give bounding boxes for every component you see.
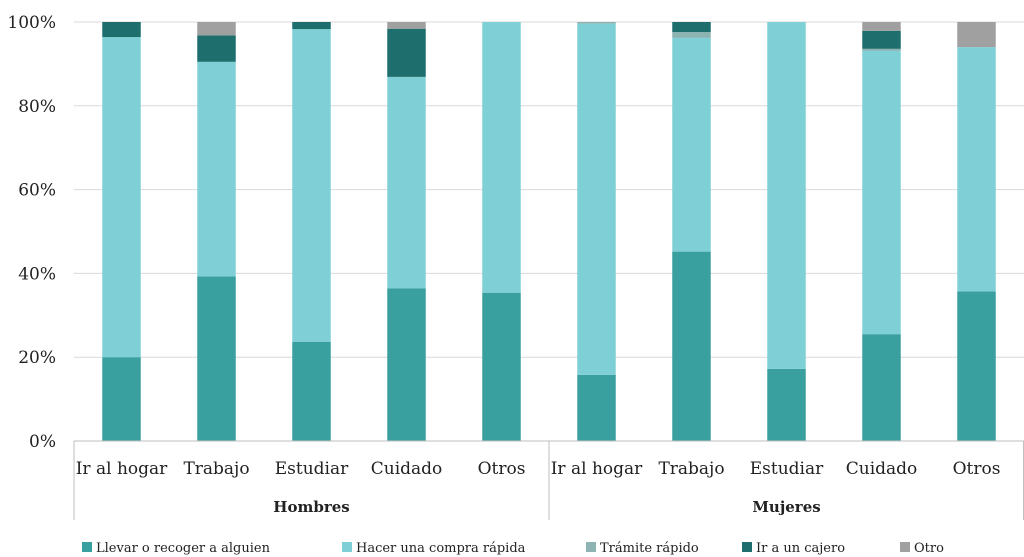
bar-segment [292,29,331,342]
bar-segment [482,22,521,293]
y-tick-labels: 0% 20% 40% 60% 80% 100% [7,13,56,452]
bar-segment [387,288,426,441]
bar-segment [197,22,236,36]
bar-segment [767,22,806,369]
x-tick-label: Estudiar [750,459,824,479]
bar-segment [957,47,996,292]
bar-segment [957,291,996,441]
bar-segment [577,374,616,441]
bar-segment [387,76,426,289]
legend-swatch [586,542,596,552]
bar-segment [862,50,901,335]
bars [102,22,996,441]
bar-segment [672,37,711,252]
axes [73,440,1024,520]
bar-segment [197,61,236,277]
x-tick-label: Otros [478,459,526,479]
bar-segment [102,37,141,358]
x-tick-label: Trabajo [183,459,249,479]
bar-segment [292,341,331,441]
bar-segment [577,23,616,375]
bar-segment [672,251,711,441]
legend-label: Ir a un cajero [756,541,845,556]
x-tick-label: Ir al hogar [76,459,168,479]
x-tick-label: Cuidado [846,459,918,479]
bar-segment [197,276,236,441]
bar-segment [862,48,901,51]
bar-segment [957,22,996,48]
legend-label: Trámite rápido [600,541,699,556]
legend-swatch [900,542,910,552]
x-tick-labels: Ir al hogar Trabajo Estudiar Cuidado Otros Ir… [76,459,1001,479]
legend: Llevar o recoger a alguien Hacer una comp… [82,541,944,556]
x-tick-label: Trabajo [658,459,724,479]
y-tick-label: 40% [18,264,56,284]
bar-segment [387,28,426,77]
legend-swatch [342,542,352,552]
legend-label: Hacer una compra rápida [356,541,526,556]
legend-label: Llevar o recoger a alguien [96,541,271,556]
legend-swatch [742,542,752,552]
x-tick-label: Otros [953,459,1001,479]
x-tick-label: Cuidado [371,459,443,479]
y-tick-label: 20% [18,348,56,368]
bar-segment [862,30,901,49]
y-tick-label: 0% [29,432,56,452]
legend-swatch [82,542,92,552]
bar-segment [672,32,711,38]
bar-segment [197,35,236,62]
bar-segment [387,22,426,29]
x-tick-label: Ir al hogar [551,459,643,479]
bar-segment [862,334,901,441]
bar-segment [672,22,711,33]
bar-segment [577,22,616,24]
bar-segment [292,22,331,30]
y-tick-label: 80% [18,97,56,117]
y-tick-label: 100% [7,13,56,33]
y-tick-label: 60% [18,181,56,201]
bar-segment [862,22,901,31]
bar-segment [767,368,806,441]
x-tick-label: Estudiar [275,459,349,479]
group-label: Hombres [273,498,349,516]
legend-label: Otro [914,541,944,556]
bar-segment [102,22,141,38]
group-label: Mujeres [752,498,820,516]
bar-segment [102,357,141,441]
bar-segment [482,292,521,441]
group-labels: Hombres Mujeres [273,498,820,516]
